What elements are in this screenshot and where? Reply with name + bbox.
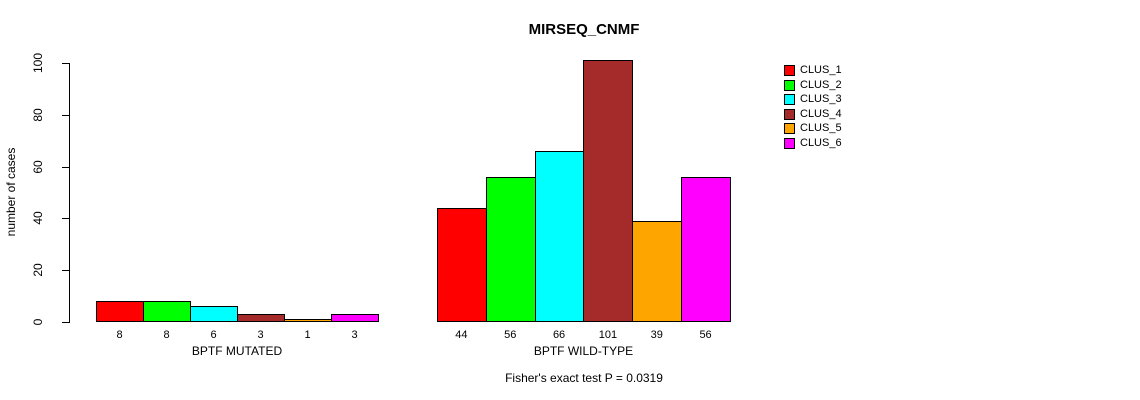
bar-clus_5-bptf-wild-type — [632, 220, 683, 322]
bar-value-label: 8 — [163, 329, 170, 341]
bar-value-label: 39 — [650, 329, 663, 341]
bar-value-label: 6 — [210, 329, 217, 341]
bar-clus_3-bptf-wild-type — [534, 151, 585, 322]
bar-clus_6-bptf-mutated — [331, 314, 379, 322]
bar-clus_1-bptf-wild-type — [437, 208, 487, 322]
bar-clus_2-bptf-wild-type — [485, 176, 536, 322]
bar-clus_1-bptf-mutated — [96, 301, 144, 322]
y-axis-tick — [62, 270, 69, 272]
legend-swatch-clus_1 — [784, 65, 795, 76]
legend-label: CLUS_6 — [800, 136, 842, 149]
y-axis-tick-label: 80 — [31, 108, 45, 122]
bar-clus_2-bptf-mutated — [143, 301, 191, 322]
bar-clus_3-bptf-mutated — [190, 306, 238, 322]
legend-label: CLUS_3 — [800, 93, 842, 105]
y-axis-tick-label: 20 — [31, 263, 45, 277]
y-axis-tick-label: 100 — [31, 52, 45, 74]
bar-value-label: 44 — [455, 329, 468, 341]
x-group-label-bptf-mutated: BPTF MUTATED — [191, 344, 283, 358]
bar-value-label: 66 — [552, 329, 566, 341]
chart-title: MIRSEQ_CNMF — [528, 21, 640, 38]
y-axis-tick — [62, 166, 69, 168]
y-axis-tick — [62, 322, 69, 323]
y-axis-label: number of cases — [4, 147, 18, 237]
legend-label: CLUS_1 — [800, 64, 842, 76]
bar-value-label: 8 — [116, 329, 123, 341]
y-axis-tick-label: 0 — [31, 318, 45, 326]
bar-clus_6-bptf-wild-type — [681, 176, 731, 322]
legend-label: CLUS_4 — [800, 107, 842, 120]
legend-label: CLUS_2 — [800, 78, 842, 91]
y-axis-tick-label: 60 — [31, 159, 45, 174]
legend-swatch-clus_3 — [784, 94, 795, 105]
y-axis-line — [69, 63, 70, 323]
bar-clus_4-bptf-mutated — [237, 314, 285, 322]
bar-value-label: 101 — [598, 329, 618, 341]
legend-swatch-clus_2 — [784, 79, 795, 91]
x-group-label-bptf-wild-type: BPTF WILD-TYPE — [533, 344, 634, 358]
y-axis-tick — [62, 114, 69, 116]
bar-value-label: 3 — [257, 329, 264, 341]
legend-swatch-clus_6 — [784, 137, 795, 149]
y-axis-tick — [62, 63, 69, 64]
bar-clus_5-bptf-mutated — [284, 319, 332, 322]
bar-value-label: 1 — [304, 329, 311, 341]
bar-value-label: 3 — [351, 329, 358, 341]
y-axis-tick-label: 40 — [31, 211, 45, 226]
legend-swatch-clus_5 — [784, 123, 795, 134]
legend-swatch-clus_4 — [784, 108, 795, 120]
bar-clus_4-bptf-wild-type — [583, 60, 634, 322]
y-axis-tick — [62, 218, 69, 220]
bar-value-label: 56 — [504, 329, 517, 341]
bar-value-label: 56 — [699, 329, 712, 341]
legend-label: CLUS_5 — [800, 122, 842, 134]
fisher-test-footnote: Fisher's exact test P = 0.0319 — [505, 371, 663, 385]
